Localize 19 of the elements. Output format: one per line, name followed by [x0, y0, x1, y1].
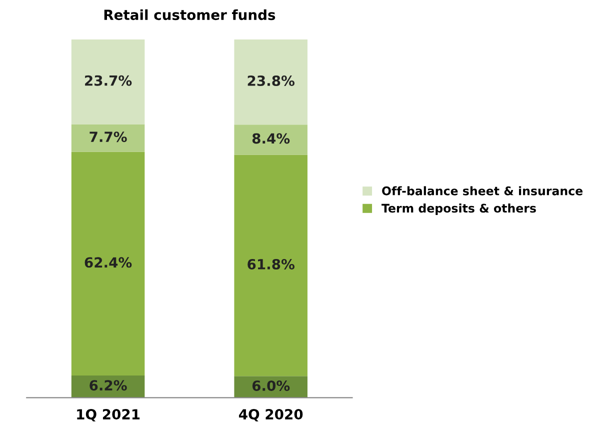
- data-label: 23.8%: [248, 75, 294, 86]
- chart-title: Retail customer funds: [104, 9, 276, 20]
- legend-label: Term deposits & others: [382, 204, 536, 215]
- data-label: 23.7%: [85, 75, 132, 86]
- data-label: 62.4%: [84, 257, 132, 268]
- data-label: 6.0%: [252, 380, 290, 391]
- data-label: 61.8%: [248, 258, 294, 270]
- x-tick-label: 4Q 2020: [238, 409, 303, 422]
- bar: [71, 39, 145, 124]
- data-label: 8.4%: [252, 133, 290, 144]
- data-label: 7.7%: [90, 132, 127, 142]
- x-tick-label: 1Q 2021: [77, 409, 140, 422]
- legend-label: Off-balance sheet & insurance: [382, 186, 583, 196]
- data-label: 6.2%: [90, 380, 127, 391]
- bar: [234, 154, 308, 376]
- bar: [71, 124, 145, 152]
- bar: [71, 152, 145, 376]
- bar: [234, 39, 308, 125]
- bar: [234, 124, 308, 155]
